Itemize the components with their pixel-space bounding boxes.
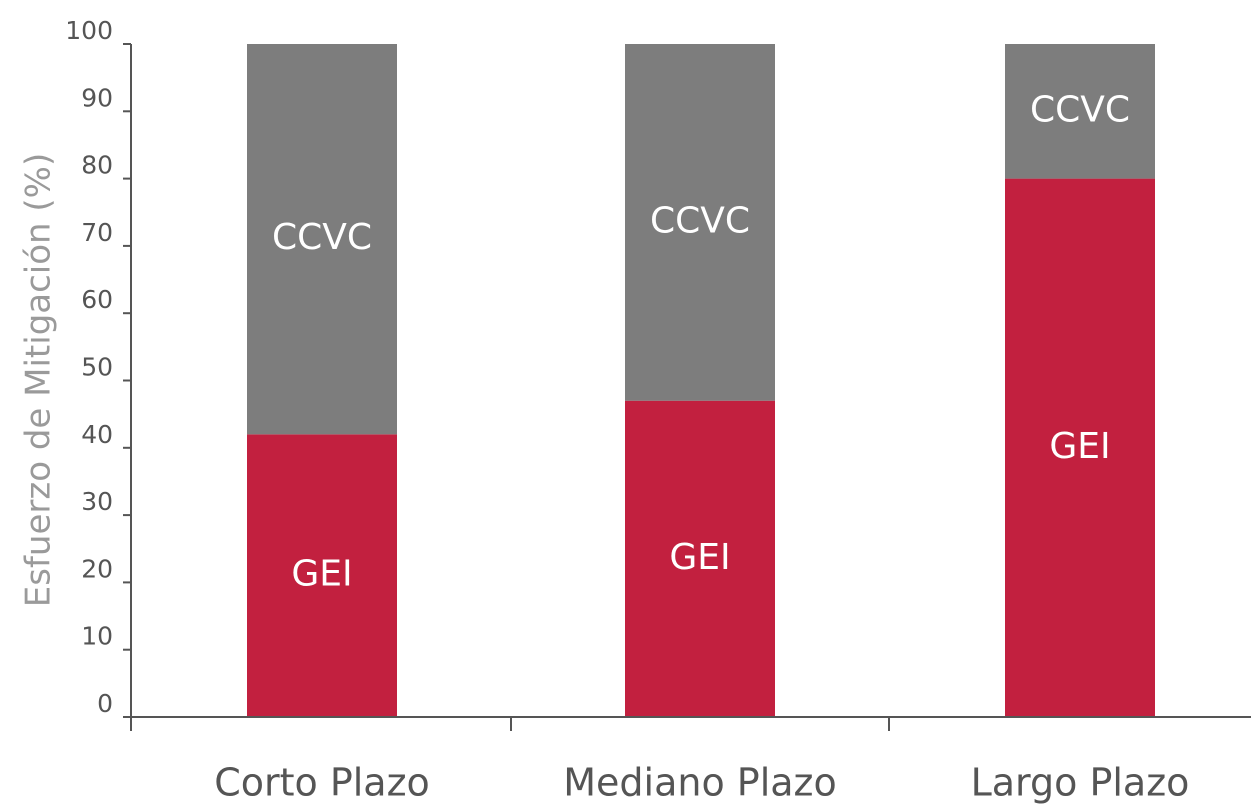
- bar-segment: [625, 44, 775, 401]
- segment-label: GEI: [291, 554, 352, 595]
- y-tick-label: 80: [81, 151, 113, 180]
- segment-label: CCVC: [1030, 89, 1130, 130]
- y-tick-label: 0: [97, 689, 113, 718]
- y-tick-label: 40: [81, 420, 113, 449]
- y-tick-label: 90: [81, 83, 113, 112]
- segment-label: GEI: [669, 537, 730, 578]
- x-tick-label: Corto Plazo: [214, 761, 430, 805]
- segment-label: GEI: [1049, 426, 1110, 467]
- segment-label: CCVC: [272, 217, 372, 258]
- bar-segment: [1005, 178, 1155, 718]
- y-tick-label: 100: [65, 16, 113, 45]
- y-tick-label: 30: [81, 487, 113, 516]
- bar-segment: [625, 400, 775, 717]
- y-tick-label: 50: [81, 353, 113, 382]
- y-tick-label: 10: [81, 622, 113, 651]
- segment-label: CCVC: [650, 200, 750, 241]
- y-tick-label: 60: [81, 285, 113, 314]
- x-tick-label: Mediano Plazo: [563, 761, 837, 805]
- x-tick-label: Largo Plazo: [971, 761, 1190, 805]
- bar-segment: [247, 44, 397, 435]
- bar-segment: [1005, 44, 1155, 179]
- y-axis-label: Esfuerzo de Mitigación (%): [19, 153, 59, 607]
- y-tick-label: 70: [81, 218, 113, 247]
- y-tick-label: 20: [81, 554, 113, 583]
- bar-segment: [247, 434, 397, 717]
